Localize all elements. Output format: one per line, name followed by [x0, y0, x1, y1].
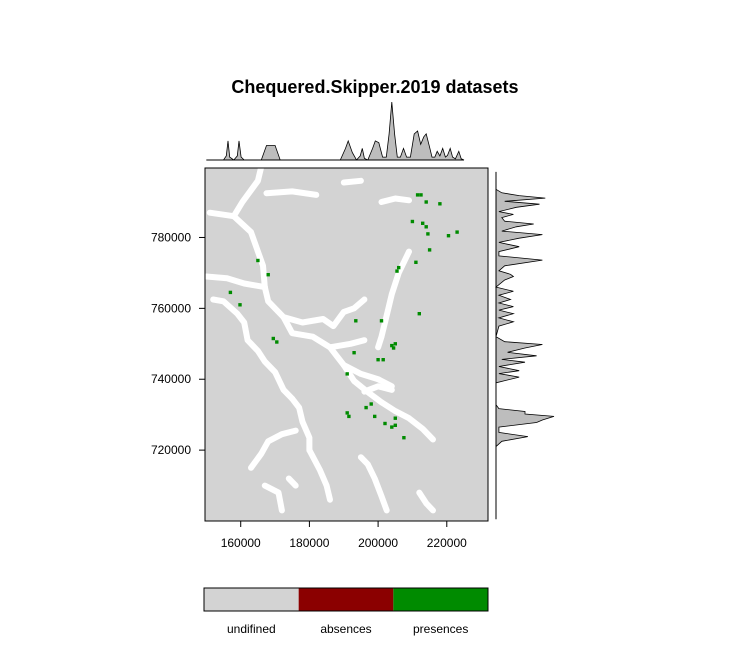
unmapped-area	[230, 168, 265, 220]
legend-frame	[203, 587, 489, 612]
legend-bar	[203, 587, 489, 612]
presence-cell	[381, 358, 385, 362]
y-tick-label: 760000	[151, 301, 191, 315]
presence-cell	[390, 425, 394, 429]
presence-cell	[393, 416, 397, 420]
unmapped-area	[306, 447, 333, 503]
unmapped-area	[375, 248, 412, 351]
unmapped-area	[327, 337, 368, 351]
legend-label: presences	[412, 622, 469, 636]
presence-cell	[393, 342, 397, 346]
unmapped-area	[230, 213, 268, 291]
y-density-curve	[495, 188, 555, 448]
unmapped-area	[357, 454, 390, 514]
presence-cell	[424, 225, 428, 229]
presence-cell	[352, 351, 356, 355]
x-tick-label: 200000	[358, 536, 398, 550]
x-axis: 160000 180000 200000 220000	[221, 521, 467, 550]
unmapped-area	[285, 475, 299, 489]
map-panel	[205, 168, 488, 521]
presence-cell	[421, 221, 425, 225]
presence-cell	[427, 248, 432, 252]
presence-cell	[424, 200, 428, 204]
presence-cell	[256, 258, 260, 263]
x-tick-label: 160000	[221, 536, 261, 550]
presence-cell	[438, 202, 442, 206]
unmapped-area	[261, 284, 368, 330]
x-tick-label: 220000	[427, 536, 467, 550]
unmapped-area	[378, 195, 412, 205]
presence-cell	[426, 232, 430, 236]
presence-cell	[275, 340, 279, 344]
x-tick-label: 180000	[289, 536, 329, 550]
map-frame	[204, 167, 489, 522]
presence-cell	[455, 230, 459, 234]
presence-cell	[364, 405, 368, 410]
unmapped-area	[340, 362, 436, 443]
legend-swatch	[204, 588, 299, 611]
presence-cell	[397, 265, 401, 270]
top-density-panel	[206, 101, 465, 161]
presence-cell	[373, 414, 377, 419]
legend-swatch	[393, 588, 488, 611]
presence-cell	[393, 423, 397, 427]
y-tick-label: 740000	[151, 372, 191, 386]
presence-cell	[271, 336, 275, 341]
y-axis: 720000 740000 760000 780000	[151, 230, 205, 457]
presence-cell	[417, 312, 421, 316]
presence-cell	[415, 193, 420, 197]
y-tick-label: 780000	[151, 230, 191, 244]
presence-cell	[390, 343, 394, 348]
legend-label: absences	[320, 622, 372, 636]
presence-cell	[391, 346, 396, 350]
chart-title: Chequered.Skipper.2019 datasets	[231, 77, 519, 97]
legend-swatch	[298, 588, 394, 611]
presence-cell	[238, 303, 242, 307]
presence-cell	[228, 290, 233, 295]
presence-cell	[410, 219, 415, 224]
unmapped-area	[340, 177, 364, 186]
presence-cell	[379, 319, 384, 323]
presence-cell	[345, 411, 349, 415]
presence-cell	[383, 421, 387, 426]
unmapped-area	[206, 209, 237, 220]
unmapped-area	[289, 395, 313, 454]
presence-cell	[419, 193, 423, 197]
legend-label: undifined	[226, 622, 276, 636]
presence-cell	[414, 260, 418, 264]
unmapped-area	[361, 383, 395, 395]
unmapped-area	[248, 427, 299, 471]
presence-cell	[376, 358, 380, 362]
unmapped-area	[210, 296, 296, 402]
right-density-panel	[495, 171, 555, 520]
presence-cell	[347, 414, 351, 419]
presence-cell	[354, 319, 358, 323]
x-density-curve	[206, 101, 465, 161]
presence-cell	[402, 436, 406, 440]
y-tick-label: 720000	[151, 443, 191, 457]
unmapped-area	[416, 489, 436, 514]
presence-cell	[395, 269, 399, 273]
presence-cell	[345, 372, 349, 376]
unmapped-area	[261, 482, 285, 514]
presence-cell	[266, 273, 270, 277]
unmapped-area	[263, 188, 320, 198]
presence-cell	[369, 402, 373, 406]
unmapped-area	[280, 314, 395, 390]
presence-cell	[446, 234, 451, 238]
unmapped-area	[205, 273, 268, 291]
